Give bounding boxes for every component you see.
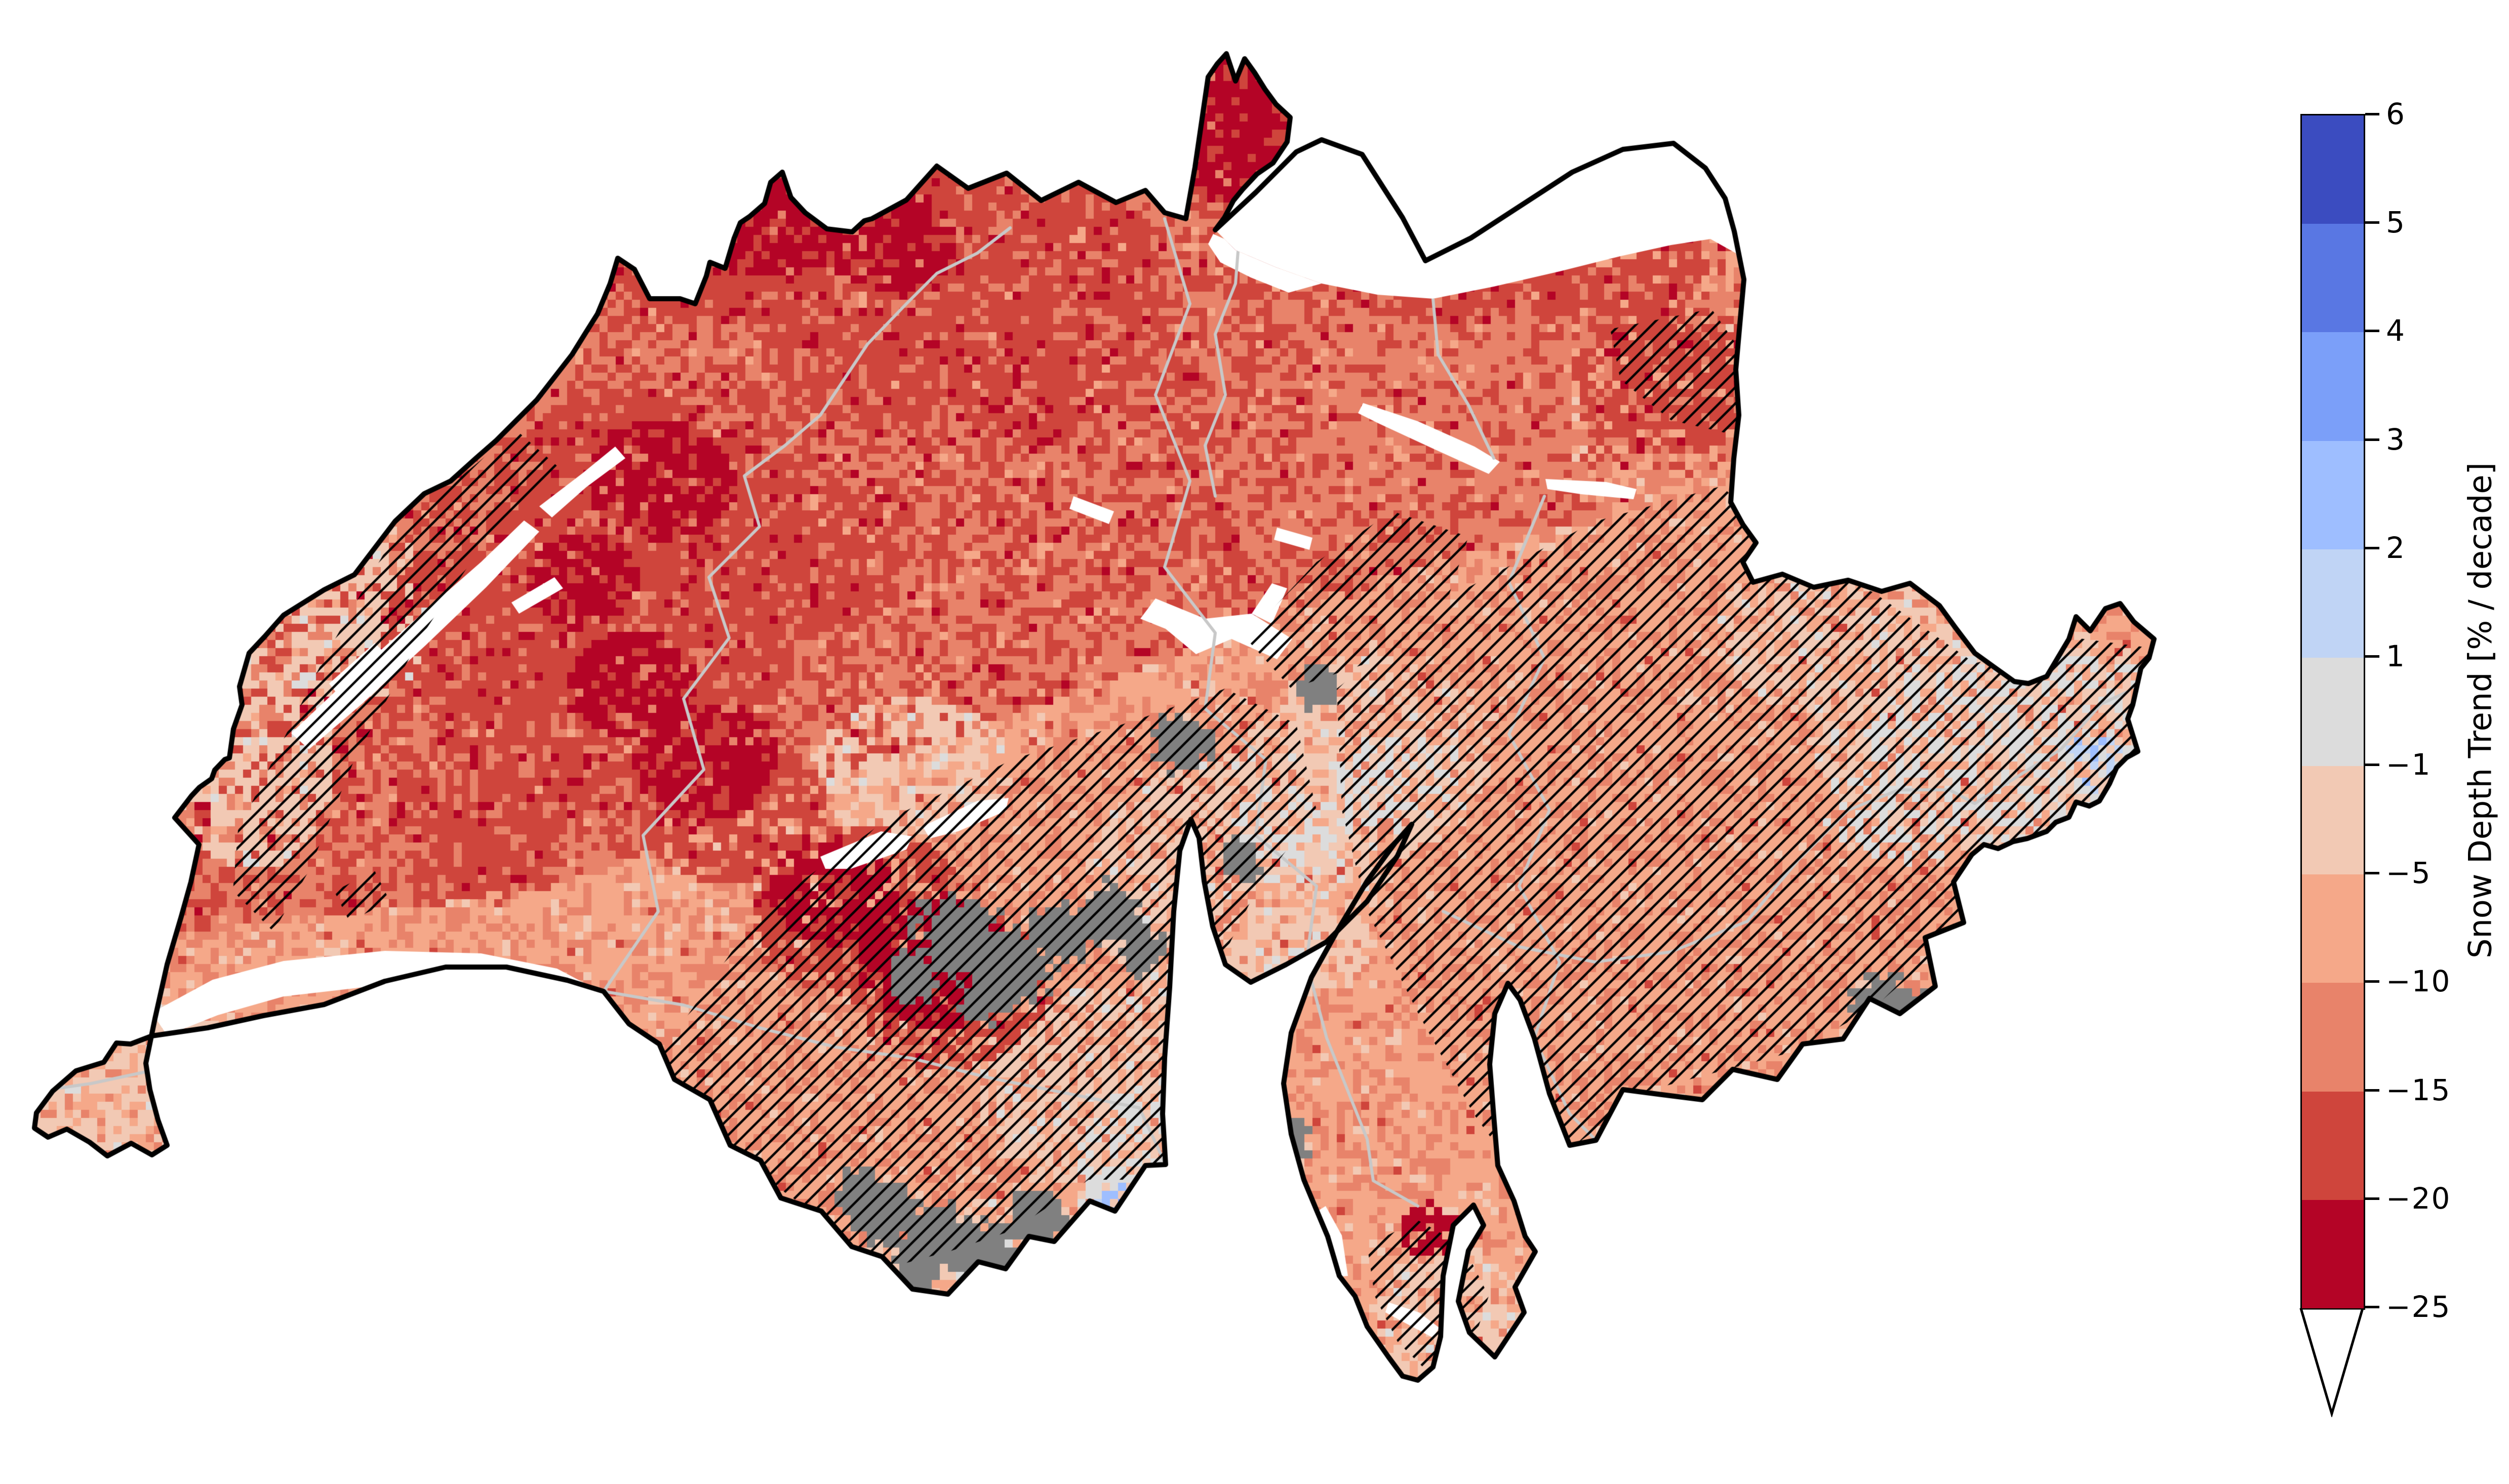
colorbar-segment: [2302, 657, 2364, 767]
colorbar-segment: [2302, 224, 2364, 333]
colorbar-tick-label: 1: [2386, 638, 2406, 673]
colorbar-segment: [2302, 115, 2364, 224]
colorbar-tick: [2365, 1089, 2379, 1092]
colorbar-tick: [2365, 438, 2379, 441]
colorbar-segment: [2302, 874, 2364, 983]
colorbar-tick-label: 2: [2386, 530, 2406, 565]
colorbar-tick: [2365, 330, 2379, 333]
colorbar-segment: [2302, 440, 2364, 549]
colorbar-segment: [2302, 1199, 2364, 1308]
colorbar-tick: [2365, 1197, 2379, 1200]
colorbar-segment: [2302, 766, 2364, 875]
colorbar-tick-label: −20: [2386, 1181, 2451, 1216]
colorbar-axis-label: Snow Depth Trend [% / decade]: [2461, 462, 2499, 958]
colorbar-tick: [2365, 980, 2379, 983]
colorbar-tick-label: 5: [2386, 205, 2406, 240]
colorbar-tick-label: −10: [2386, 964, 2451, 999]
colorbar-tick: [2365, 221, 2379, 224]
colorbar-segment: [2302, 983, 2364, 1092]
colorbar-under-arrow: [2299, 1308, 2364, 1417]
colorbar-tick: [2365, 872, 2379, 875]
colorbar-tick: [2365, 1306, 2379, 1308]
colorbar-segment: [2302, 549, 2364, 658]
colorbar-segment: [2302, 1091, 2364, 1200]
colorbar-tick: [2365, 655, 2379, 658]
colorbar-tick: [2365, 546, 2379, 549]
colorbar-tick-label: −25: [2386, 1290, 2451, 1324]
colorbar-tick-label: −5: [2386, 856, 2432, 891]
colorbar-tick-label: 4: [2386, 313, 2406, 348]
colorbar-tick-label: 6: [2386, 97, 2406, 131]
colorbar-tick: [2365, 113, 2379, 115]
colorbar-tick-label: 3: [2386, 422, 2406, 457]
colorbar-tick-label: −1: [2386, 747, 2432, 782]
colorbar-tick-label: −15: [2386, 1072, 2451, 1107]
colorbar-tick: [2365, 764, 2379, 767]
colorbar-bar: [2300, 114, 2365, 1310]
colorbar-segment: [2302, 332, 2364, 441]
